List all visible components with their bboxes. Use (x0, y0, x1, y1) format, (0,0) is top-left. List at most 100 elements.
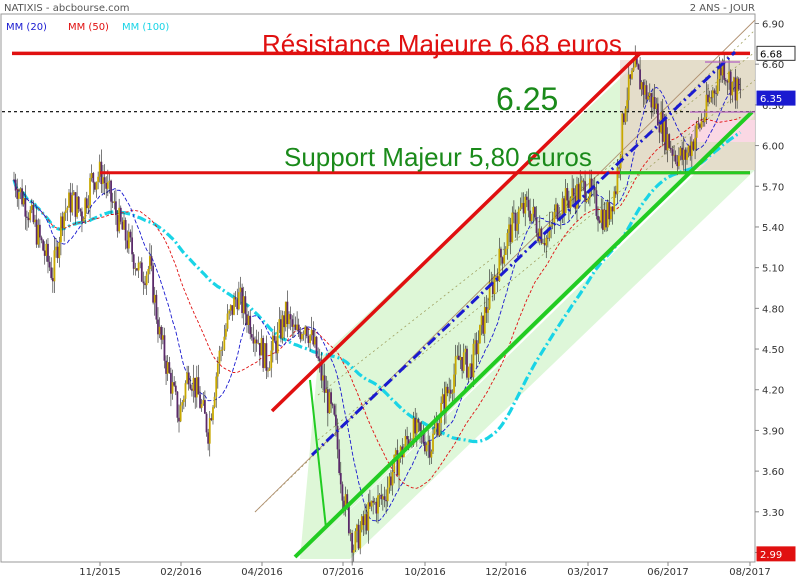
candle-body (618, 167, 620, 169)
y-tick-label: 5.70 (762, 182, 784, 193)
candle-body (194, 377, 197, 398)
candle-body (563, 198, 565, 214)
candle-body (229, 305, 232, 311)
candle-body (676, 161, 679, 167)
candle-body (280, 319, 282, 339)
candle-body (48, 261, 51, 268)
candle-body (43, 250, 46, 256)
x-tick-label: 07/2016 (322, 567, 364, 578)
candle-body (344, 494, 347, 510)
y-tick-label: 3.30 (762, 508, 784, 519)
candle-body (424, 442, 426, 452)
candle-body (415, 419, 418, 434)
candle-body (168, 362, 171, 373)
candle-body (530, 213, 533, 221)
candle-body (534, 206, 536, 218)
candle-body (192, 377, 195, 391)
candle-body (702, 121, 705, 123)
candle-body (438, 422, 441, 436)
candle-body (79, 209, 82, 212)
candle-body (161, 335, 164, 340)
candle-body (179, 405, 182, 422)
candle-body (95, 181, 98, 190)
candle-body (694, 137, 696, 150)
candle-body (671, 149, 674, 156)
candle-body (302, 334, 305, 335)
candle-body (32, 204, 35, 223)
candle-body (252, 337, 255, 344)
candle-body (60, 216, 62, 243)
candle-body (195, 377, 198, 398)
candle-body (655, 103, 658, 110)
candle-body (346, 494, 349, 507)
candle-body (661, 112, 664, 142)
candle-body (527, 199, 530, 211)
candle-body (239, 287, 242, 293)
candle-body (19, 188, 22, 193)
candle-body (26, 216, 28, 218)
candle-body (556, 204, 559, 220)
candle-body (326, 389, 329, 414)
candle-body (650, 93, 653, 108)
candle-body (690, 141, 693, 156)
candle-body (425, 445, 428, 452)
lower-channel-line (293, 110, 754, 559)
candle-body (203, 400, 206, 414)
price-label-text: 6.35 (760, 94, 782, 105)
candle-body (396, 450, 399, 476)
candle-body (247, 315, 250, 325)
candle-body (336, 425, 339, 450)
trend-lines (12, 50, 755, 559)
candle-body (153, 294, 156, 303)
candle-body (50, 267, 53, 279)
candle-body (373, 501, 376, 503)
mid-channel-line (310, 50, 737, 457)
candle-body (208, 418, 211, 444)
candle-body (121, 221, 124, 230)
candle-body (634, 56, 637, 68)
candle-body (375, 501, 378, 514)
annotation-resistance: Résistance Majeure 6.68 euros (262, 29, 622, 59)
candle-body (202, 400, 205, 404)
candle-body (621, 113, 624, 155)
candle-body (220, 350, 222, 351)
candle-body (663, 119, 666, 142)
candle-body (218, 350, 221, 364)
candle-body (491, 281, 494, 295)
candle-body (587, 198, 590, 201)
x-tick-label: 03/2017 (567, 567, 609, 578)
candle-body (333, 405, 336, 415)
candle-body (550, 224, 553, 226)
candle-body (611, 206, 614, 212)
candle-body (710, 97, 713, 99)
candle-body (679, 147, 682, 156)
candle-body (404, 436, 407, 448)
ma50-line (13, 116, 741, 489)
candle-body (145, 274, 148, 286)
candle-body (29, 209, 32, 221)
candle-body (123, 220, 125, 230)
candle-body (328, 392, 331, 414)
candle-body (265, 343, 268, 371)
candle-body (613, 191, 616, 212)
candle-body (292, 324, 295, 327)
candle-body (524, 196, 527, 214)
candle-body (84, 198, 87, 219)
candle-body (532, 206, 535, 214)
candle-body (352, 550, 355, 553)
candle-body (314, 336, 316, 345)
candle-body (289, 314, 292, 320)
candle-body (635, 56, 638, 65)
y-tick-label: 6.90 (762, 19, 784, 30)
candle-body (90, 173, 93, 179)
candle-body (87, 205, 90, 209)
candle-body (136, 268, 138, 271)
candle-body (601, 210, 604, 230)
candle-body (472, 343, 475, 378)
candle-body (237, 292, 240, 310)
candle-body (474, 340, 476, 344)
candle-body (102, 177, 104, 185)
price-label-text: 2.99 (760, 550, 782, 561)
candle-body (286, 301, 289, 325)
candle-body (231, 305, 234, 315)
